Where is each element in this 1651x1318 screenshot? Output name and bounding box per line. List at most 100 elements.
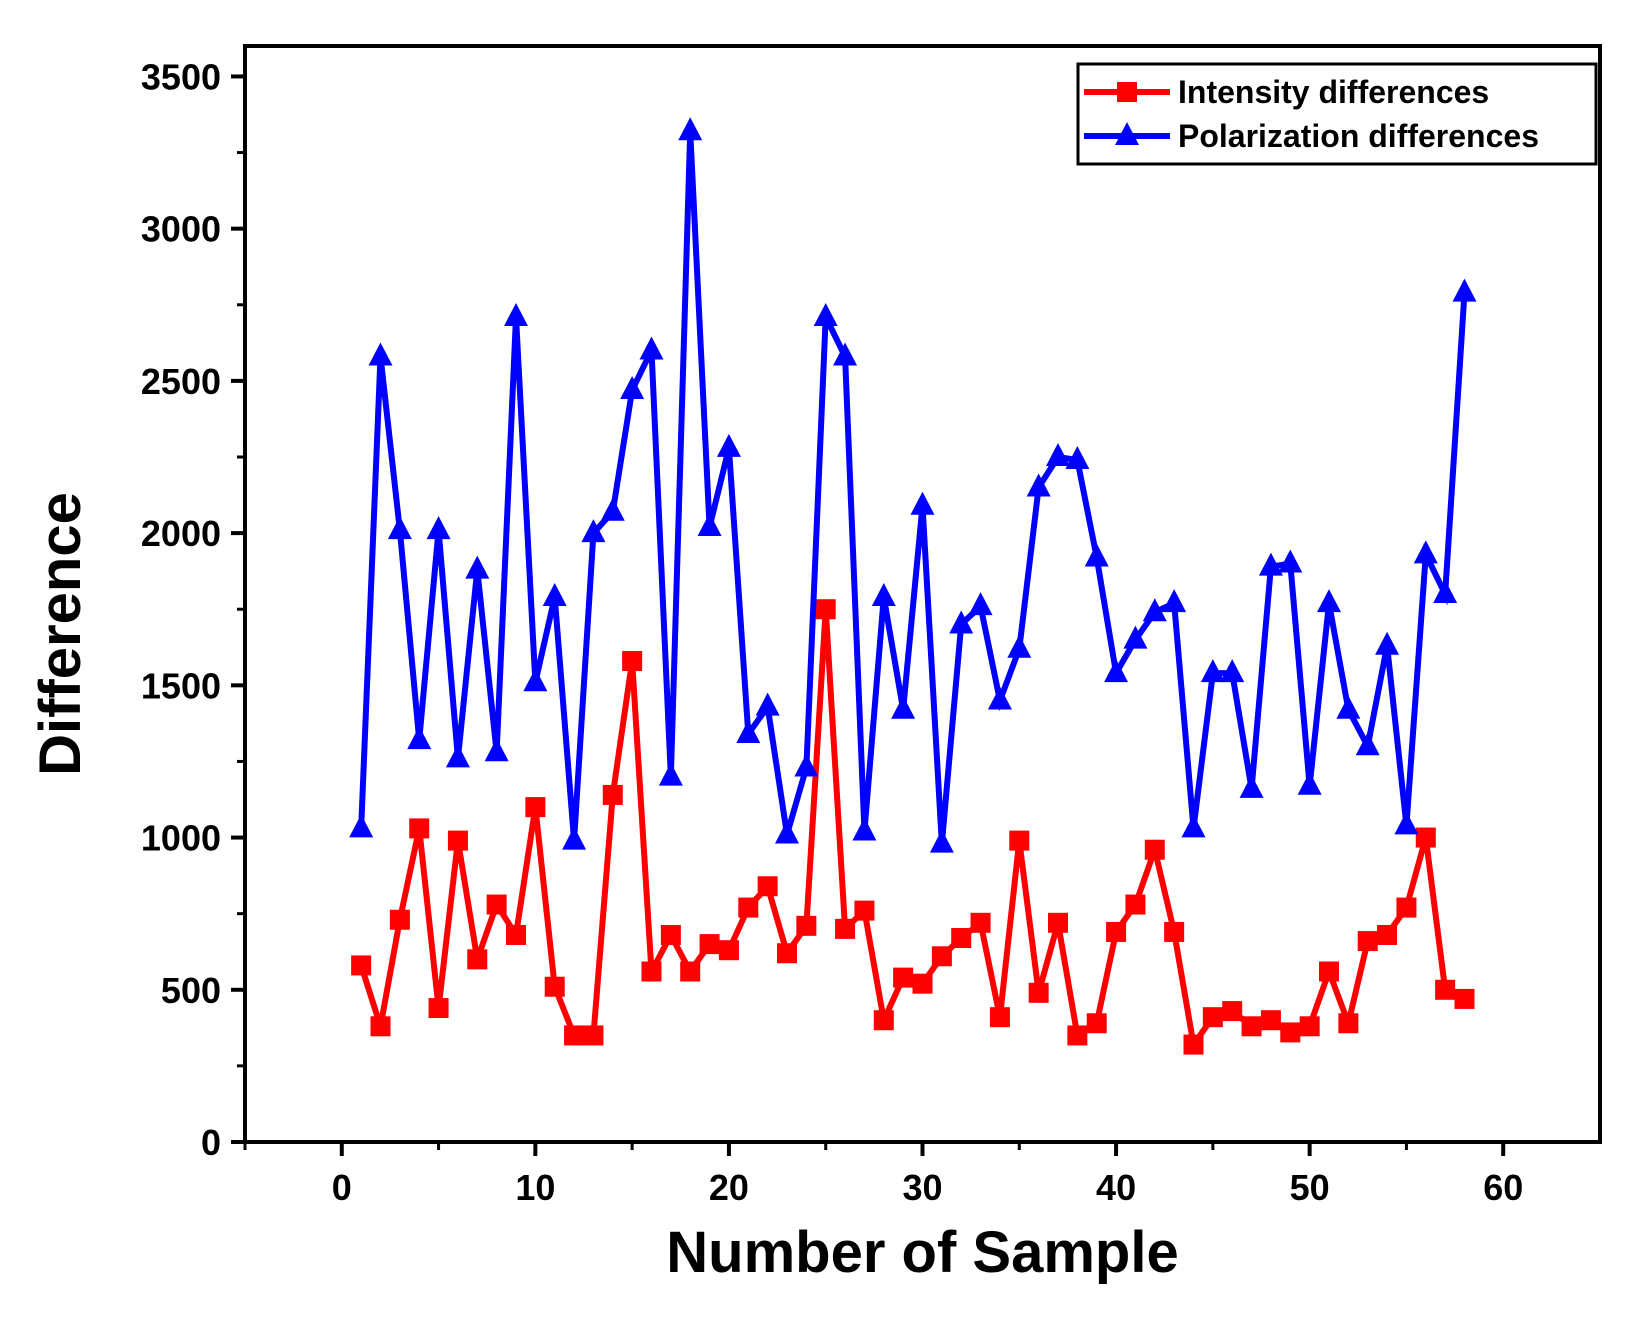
polarization-point (562, 826, 587, 850)
polarization-point (1297, 771, 1322, 795)
intensity-point (699, 934, 720, 955)
polarization-point (1046, 443, 1070, 466)
intensity-point (1183, 1034, 1204, 1055)
x-tick-label: 20 (709, 1167, 749, 1208)
polarization-point (1433, 580, 1458, 603)
legend-label-polarization: Polarization differences (1178, 118, 1539, 154)
intensity-point (1086, 1013, 1107, 1034)
intensity-point (1067, 1025, 1088, 1046)
polarization-point (833, 342, 858, 366)
intensity-point (467, 949, 488, 970)
intensity-point (1396, 897, 1417, 918)
intensity-point (564, 1025, 585, 1046)
polarization-point (929, 829, 954, 853)
polarization-point (1084, 543, 1109, 567)
intensity-point (854, 900, 875, 921)
intensity-point (370, 1016, 391, 1037)
y-tick-label: 1500 (141, 665, 221, 706)
x-axis-title: Number of Sample (666, 1220, 1178, 1285)
intensity-point (893, 967, 914, 988)
polarization-point (852, 817, 877, 841)
intensity-point (1009, 830, 1030, 851)
legend-marker-intensity (1117, 82, 1137, 102)
polarization-point (465, 555, 490, 579)
legend-label-intensity: Intensity differences (1178, 74, 1489, 110)
intensity-point (738, 897, 759, 918)
polarization-point (794, 753, 819, 777)
intensity-point (506, 924, 526, 945)
y-tick-label: 2500 (141, 361, 221, 402)
polarization-point (1162, 589, 1187, 613)
intensity-point (583, 1025, 604, 1046)
intensity-point (1415, 827, 1436, 848)
intensity-point (622, 650, 643, 671)
polarization-point (1278, 549, 1303, 573)
x-tick-label: 30 (902, 1167, 942, 1208)
polarization-point (1258, 552, 1283, 576)
intensity-point (1125, 894, 1146, 915)
polarization-point (658, 762, 683, 786)
y-tick-label: 3500 (141, 56, 221, 97)
intensity-point (951, 928, 972, 949)
polarization-point (581, 519, 606, 543)
intensity-point (757, 876, 778, 897)
x-tick-label: 50 (1290, 1167, 1330, 1208)
polarization-point (755, 692, 780, 716)
intensity-point (1319, 961, 1339, 982)
polarization-point (910, 491, 935, 515)
polarization-point (349, 814, 374, 838)
polarization-point (1123, 625, 1148, 649)
intensity-point (796, 915, 817, 936)
intensity-point (718, 940, 739, 961)
polarization-point (600, 497, 625, 521)
intensity-point (1164, 921, 1185, 942)
polarization-line (358, 131, 1468, 844)
y-tick-label: 1000 (141, 818, 221, 859)
polarization-point (949, 610, 974, 634)
intensity-point (912, 973, 933, 994)
polarization-point (1065, 446, 1090, 470)
y-tick-label: 500 (161, 970, 221, 1011)
polarization-point (1026, 473, 1051, 497)
intensity-point (351, 955, 372, 976)
polarization-point (871, 583, 896, 607)
polarization-point (1394, 811, 1419, 835)
intensity-point (660, 924, 681, 945)
polarization-point (1375, 631, 1400, 655)
intensity-point (1377, 924, 1398, 945)
polarization-point (813, 302, 838, 326)
polarization-point (736, 720, 761, 744)
intensity-point (544, 976, 565, 997)
polarization-point (445, 744, 470, 768)
polarization-point (1142, 598, 1167, 622)
intensity-point (1144, 839, 1165, 860)
series-layer (349, 117, 1477, 1055)
intensity-point (1048, 912, 1068, 933)
polarization-point (523, 668, 548, 692)
intensity-point (777, 943, 797, 964)
polarization-point (1104, 659, 1129, 683)
polarization-point (1413, 540, 1438, 564)
x-tick-label: 0 (332, 1167, 352, 1208)
intensity-point (602, 784, 623, 805)
polarization-point (407, 726, 432, 750)
polarization-point (716, 433, 741, 457)
intensity-point (447, 830, 468, 851)
legend: Intensity differences Polarization differ… (1076, 62, 1598, 166)
intensity-point (1357, 931, 1378, 952)
polarization-point (775, 820, 799, 844)
intensity-point (1338, 1013, 1359, 1034)
intensity-point (1241, 1016, 1262, 1037)
intensity-point (873, 1010, 894, 1031)
y-tick-label: 0 (201, 1122, 221, 1163)
intensity-point (1202, 1007, 1223, 1028)
polarization-point (1220, 659, 1245, 683)
polarization-point (891, 695, 916, 719)
x-tick-label: 10 (515, 1167, 555, 1208)
polarization-point (639, 336, 664, 360)
intensity-point (525, 797, 546, 818)
intensity-point (1222, 1001, 1243, 1022)
axis-layer: 0 10 20 30 40 50 60 0 500 1000 1500 2000 2500 3000 350… (141, 56, 1523, 1208)
intensity-point (409, 818, 430, 839)
polarization-point (620, 376, 645, 400)
